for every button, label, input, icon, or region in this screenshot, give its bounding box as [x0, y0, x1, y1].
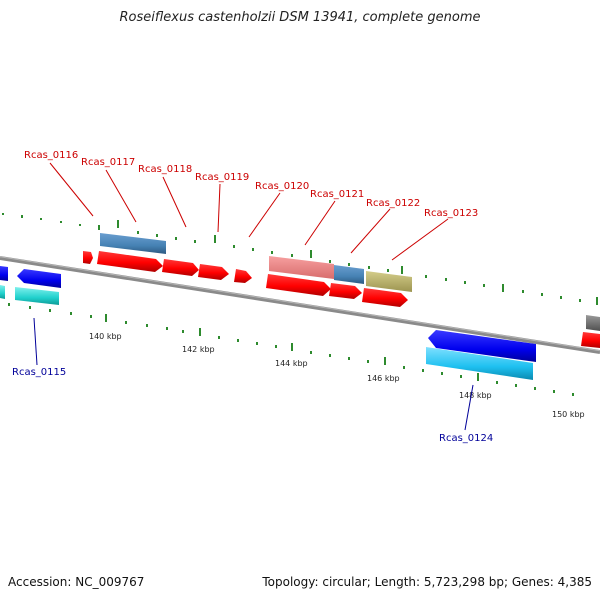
gene-arrow-0119: [198, 264, 229, 280]
feature-steel-0117: [100, 233, 166, 254]
feature-steel-0121: [334, 265, 364, 284]
upper-tick-row: [2, 213, 598, 305]
gene-feature-0115-cyan: [15, 287, 59, 305]
gene-arrow-0117: [97, 251, 163, 272]
scale-label-144: 144 kbp: [275, 359, 308, 368]
gene-label-0119: Rcas_0119: [195, 172, 249, 183]
leader-0118: [162, 176, 187, 228]
gene-feature-gray-edge: [586, 315, 600, 331]
feature-olive-0122: [366, 271, 412, 292]
gene-arrow-0120: [234, 269, 252, 283]
gene-arrow-0115-blue: [17, 269, 61, 288]
scale-label-140: 140 kbp: [89, 332, 122, 341]
feature-pink-0121: [269, 256, 334, 279]
reverse-genes: [0, 266, 600, 380]
leader-0121: [304, 200, 336, 246]
lower-tick-row: [8, 303, 574, 396]
gene-arrow-0122: [362, 288, 408, 307]
label-leaders: [33, 162, 474, 431]
gene-arrow-0124-blue: [428, 330, 536, 362]
gene-label-0117: Rcas_0117: [81, 157, 135, 168]
scale-label-150: 150 kbp: [552, 410, 585, 419]
leader-0124: [464, 384, 474, 431]
scale-label-142: 142 kbp: [182, 345, 215, 354]
leader-0115: [33, 317, 38, 366]
gene-arrow-cyan-edge: [0, 285, 5, 299]
gene-label-0115: Rcas_0115: [12, 367, 66, 378]
gene-arrow-0116: [83, 251, 93, 264]
leader-0116: [49, 162, 94, 217]
gene-arrow-0121b: [329, 283, 362, 299]
leader-0117: [105, 169, 137, 223]
gene-label-0123: Rcas_0123: [424, 208, 478, 219]
leader-0120: [248, 192, 281, 238]
page-title: Roseiflexus castenholzii DSM 13941, comp…: [119, 10, 481, 25]
accession-text: Accession: NC_009767: [8, 575, 145, 589]
gene-label-0124: Rcas_0124: [439, 433, 493, 444]
leader-0119: [217, 183, 221, 233]
gene-label-0116: Rcas_0116: [24, 150, 78, 161]
gene-feature-0124-sky: [426, 347, 533, 380]
gene-arrow-0121a: [266, 274, 331, 296]
genome-backbone-highlight: [0, 256, 600, 352]
leader-0122: [350, 208, 391, 254]
scale-label-146: 146 kbp: [367, 374, 400, 383]
genome-backbone: [0, 256, 600, 354]
leader-0123: [391, 218, 449, 261]
forward-genes: [83, 251, 600, 348]
gene-arrow-0118: [162, 259, 199, 276]
gene-arrow-edge-right: [581, 332, 600, 348]
gene-label-0122: Rcas_0122: [366, 198, 420, 209]
genome-stats-text: Topology: circular; Length: 5,723,298 bp…: [262, 575, 592, 589]
scale-label-148: 148 kbp: [459, 391, 492, 400]
feature-blocks: [100, 233, 412, 292]
gene-arrow-reverse-edge: [0, 266, 8, 281]
gene-label-0118: Rcas_0118: [138, 164, 192, 175]
gene-label-0121: Rcas_0121: [310, 189, 364, 200]
gene-label-0120: Rcas_0120: [255, 181, 309, 192]
